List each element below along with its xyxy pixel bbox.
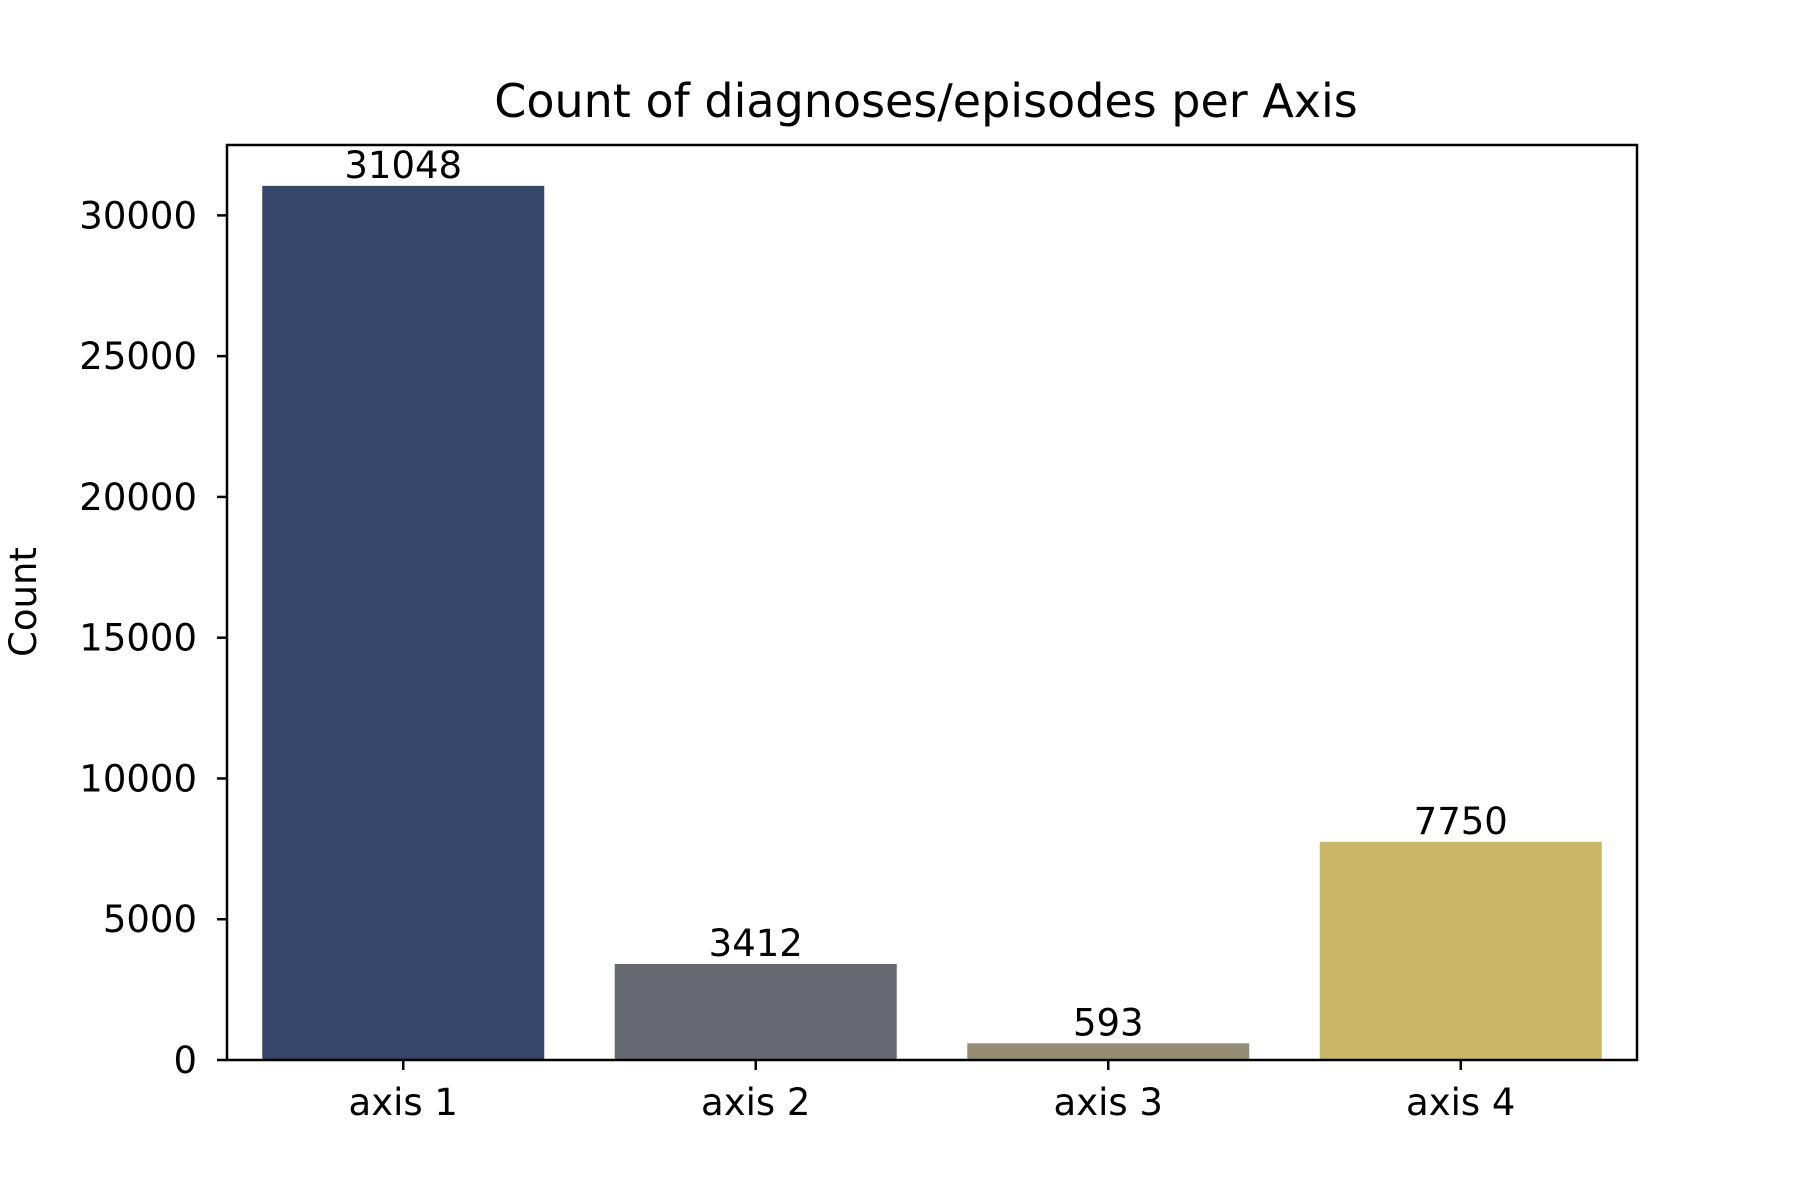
- chart-title: Count of diagnoses/episodes per Axis: [494, 74, 1358, 128]
- y-axis-label: Count: [2, 547, 45, 657]
- y-tick-label: 30000: [79, 194, 197, 237]
- plot-frame: [225, 143, 1639, 1062]
- bar: [262, 185, 545, 1060]
- y-tick-label: 0: [173, 1039, 197, 1082]
- y-tick-label: 5000: [103, 898, 197, 941]
- bar: [1319, 841, 1602, 1060]
- y-tick-label: 25000: [79, 335, 197, 378]
- y-tick-label: 20000: [79, 476, 197, 519]
- bar-value-label: 593: [1073, 1001, 1144, 1044]
- x-tick-label: axis 4: [1406, 1081, 1515, 1124]
- y-axis-ticks: 0 5000 10000 15000 20000 25000 30000: [79, 194, 227, 1082]
- bar-value-label: 3412: [709, 922, 803, 965]
- bar-value-label: 31048: [344, 144, 462, 187]
- bar-value-label: 7750: [1414, 800, 1508, 843]
- y-tick-label: 10000: [79, 757, 197, 800]
- bars-group: [262, 185, 1602, 1060]
- bar: [614, 963, 897, 1060]
- x-tick-label: axis 3: [1054, 1081, 1163, 1124]
- data-labels-group: 31048 3412 593 7750: [344, 144, 1507, 1044]
- y-tick-label: 15000: [79, 617, 197, 660]
- bar: [967, 1043, 1250, 1060]
- x-axis-ticks: axis 1 axis 2 axis 3 axis 4: [349, 1060, 1515, 1124]
- x-tick-label: axis 2: [701, 1081, 810, 1124]
- x-tick-label: axis 1: [349, 1081, 458, 1124]
